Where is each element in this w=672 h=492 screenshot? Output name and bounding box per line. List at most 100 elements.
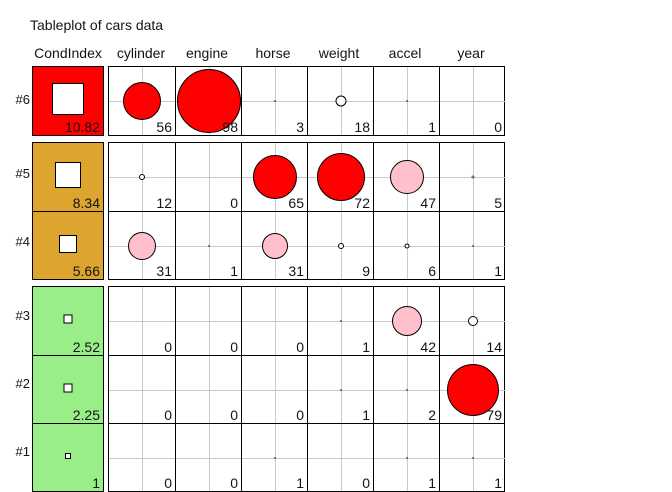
- cell-value: 0: [494, 119, 502, 135]
- data-cell-year[interactable]: 5: [439, 143, 505, 211]
- data-cell-engine[interactable]: 1: [175, 212, 241, 279]
- data-cell-weight[interactable]: 1: [307, 287, 373, 355]
- bubble-marker-icon: [404, 243, 409, 248]
- data-cell-horse[interactable]: 31: [241, 212, 307, 279]
- condindex-value: 1: [92, 475, 100, 491]
- condindex-cell[interactable]: 10.82: [33, 67, 103, 135]
- cell-value: 0: [164, 339, 172, 355]
- data-cell-engine[interactable]: 0: [175, 143, 241, 211]
- data-cell-engine[interactable]: 0: [175, 356, 241, 423]
- data-cell-cylinder[interactable]: 12: [109, 143, 175, 211]
- data-cell-cylinder[interactable]: 0: [109, 424, 175, 491]
- condindex-cell[interactable]: 8.34: [33, 143, 103, 211]
- data-cell-weight[interactable]: 9: [307, 212, 373, 279]
- bubble-marker-icon: [471, 456, 474, 459]
- data-cell-cylinder[interactable]: 0: [109, 287, 175, 355]
- data-cell-engine[interactable]: 98: [175, 67, 241, 135]
- cell-value: 31: [156, 263, 172, 279]
- data-cell-accel[interactable]: 6: [373, 212, 439, 279]
- square-marker-icon: [65, 453, 71, 459]
- data-cell-year[interactable]: 14: [439, 287, 505, 355]
- data-cell-year[interactable]: 1: [439, 424, 505, 491]
- column-header-cylinder: cylinder: [116, 45, 166, 61]
- row-label-r5: #5: [15, 166, 30, 181]
- data-cell-year[interactable]: 0: [439, 67, 505, 135]
- cell-value: 0: [296, 339, 304, 355]
- condindex-value: 2.52: [72, 339, 100, 355]
- cell-value: 1: [428, 119, 436, 135]
- row-label-r1: #1: [15, 444, 30, 459]
- condindex-value: 8.34: [72, 195, 100, 211]
- column-header-accel: accel: [388, 45, 422, 61]
- cell-value: 0: [230, 407, 238, 423]
- data-cell-accel[interactable]: 1: [373, 67, 439, 135]
- column-header-horse: horse: [255, 45, 291, 61]
- bubble-marker-icon: [405, 100, 408, 102]
- bubble-marker-icon: [335, 95, 346, 107]
- grid-group-red: 56 98 3 18 1 0: [108, 66, 505, 136]
- data-cell-engine[interactable]: 0: [175, 424, 241, 491]
- condindex-cell[interactable]: 1: [33, 423, 103, 491]
- cell-value: 0: [230, 475, 238, 491]
- data-cell-horse[interactable]: 3: [241, 67, 307, 135]
- bubble-marker-icon: [123, 82, 161, 120]
- data-cell-horse[interactable]: 65: [241, 143, 307, 211]
- bubble-marker-icon: [261, 232, 288, 259]
- cell-value: 18: [354, 119, 370, 135]
- bubble-marker-icon: [207, 244, 210, 247]
- table-row: 56 98 3 18 1 0: [109, 67, 505, 135]
- data-cell-weight[interactable]: 1: [307, 356, 373, 423]
- cell-value: 79: [486, 407, 502, 423]
- cell-value: 2: [428, 407, 436, 423]
- cell-value: 0: [230, 339, 238, 355]
- cell-value: 1: [362, 407, 370, 423]
- condindex-column: 10.82 8.34 5.66 2.52 2.25 1: [32, 66, 104, 492]
- bubble-marker-icon: [252, 155, 297, 199]
- bubble-marker-icon: [273, 456, 276, 459]
- data-cell-horse[interactable]: 0: [241, 356, 307, 423]
- data-cell-weight[interactable]: 72: [307, 143, 373, 211]
- tableplot: Tableplot of cars data CondIndex cylinder…: [15, 17, 505, 492]
- data-cell-accel[interactable]: 2: [373, 356, 439, 423]
- condindex-cell[interactable]: 5.66: [33, 211, 103, 279]
- cell-value: 72: [354, 195, 370, 211]
- data-cell-accel[interactable]: 47: [373, 143, 439, 211]
- data-cell-accel[interactable]: 42: [373, 287, 439, 355]
- cell-value: 0: [164, 475, 172, 491]
- grid-group-green: 0 0 0 1 42 14 0 0 0 1 2 79 0 0 1 0 1 1: [108, 286, 505, 492]
- condindex-cell[interactable]: 2.52: [33, 287, 103, 355]
- column-header-year: year: [457, 45, 485, 61]
- column-header-condindex: CondIndex: [34, 45, 102, 61]
- square-marker-icon: [59, 235, 77, 253]
- bubble-marker-icon: [389, 160, 424, 194]
- row-label-r3: #3: [15, 308, 30, 323]
- cell-value: 6: [428, 263, 436, 279]
- data-cell-cylinder[interactable]: 56: [109, 67, 175, 135]
- bubble-marker-icon: [471, 244, 474, 247]
- data-cell-cylinder[interactable]: 31: [109, 212, 175, 279]
- data-cell-cylinder[interactable]: 0: [109, 356, 175, 423]
- square-marker-icon: [52, 83, 84, 115]
- cell-value: 1: [494, 263, 502, 279]
- cell-value: 0: [362, 475, 370, 491]
- cell-value: 1: [296, 475, 304, 491]
- data-cell-horse[interactable]: 1: [241, 424, 307, 491]
- bubble-marker-icon: [337, 242, 344, 249]
- data-cell-horse[interactable]: 0: [241, 287, 307, 355]
- data-cell-weight[interactable]: 18: [307, 67, 373, 135]
- condindex-value: 2.25: [72, 407, 100, 423]
- condindex-cell[interactable]: 2.25: [33, 355, 103, 423]
- data-cell-weight[interactable]: 0: [307, 424, 373, 491]
- bubble-marker-icon: [339, 320, 342, 322]
- data-cell-accel[interactable]: 1: [373, 424, 439, 491]
- cell-value: 0: [296, 407, 304, 423]
- grid-group-orange: 12 0 65 72 47 5 31 1 31 9 6 1: [108, 142, 505, 280]
- table-row: 12 0 65 72 47 5: [109, 143, 505, 211]
- data-cell-engine[interactable]: 0: [175, 287, 241, 355]
- data-cell-year[interactable]: 1: [439, 212, 505, 279]
- bubble-marker-icon: [316, 153, 365, 201]
- data-cell-year[interactable]: 79: [439, 356, 505, 423]
- cell-value: 47: [420, 195, 436, 211]
- cell-value: 0: [164, 407, 172, 423]
- cell-value: 42: [420, 339, 436, 355]
